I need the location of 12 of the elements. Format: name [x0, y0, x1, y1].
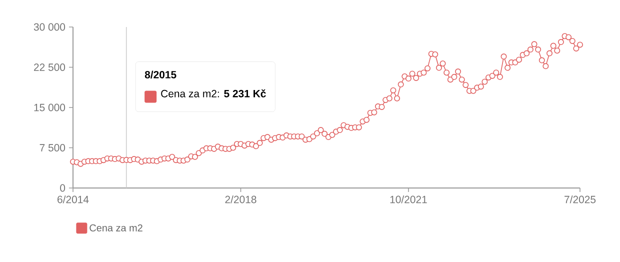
y-tick-label: 30 000: [34, 23, 66, 31]
y-tick-label: 0: [60, 184, 66, 192]
x-tick-label: 2/2018: [225, 196, 256, 204]
x-tick-label: 10/2021: [390, 196, 427, 204]
x-tick-label: 6/2014: [58, 196, 89, 204]
y-tick-label: 22 500: [34, 64, 66, 71]
annotation: 8/2015: [144, 70, 176, 78]
annotation: Cena za m2: 5 231 Kč: [161, 89, 266, 98]
y-tick-label: 7 500: [40, 144, 66, 152]
x-tick-label: 7/2025: [564, 196, 596, 204]
legend-label: Cena za m2: [90, 224, 142, 232]
y-tick-label: 15 000: [34, 104, 66, 112]
